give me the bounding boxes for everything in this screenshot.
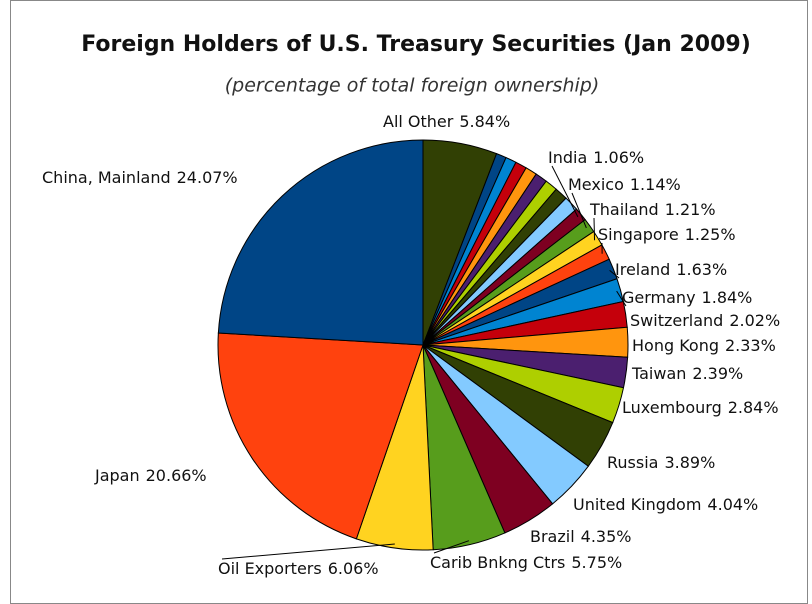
slice-label-value: 2.33%	[725, 336, 776, 355]
slice-label-value: 1.14%	[630, 175, 681, 194]
slice-label-value: 1.25%	[685, 225, 736, 244]
slices	[217, 139, 629, 551]
leader-line	[609, 269, 620, 279]
slice-label: Carib Bnkng Ctrs 5.75%	[430, 553, 622, 572]
chart-title: Foreign Holders of U.S. Treasury Securit…	[81, 32, 751, 57]
slice-label: Russia 3.89%	[607, 453, 715, 472]
slice-label: Japan 20.66%	[94, 466, 207, 485]
leader-line	[593, 217, 596, 241]
slice-label: Luxembourg 2.84%	[622, 398, 779, 417]
slice-label-name: Russia	[607, 453, 658, 472]
slice-label-name: Singapore	[598, 225, 679, 244]
slice-label-name: Switzerland	[630, 311, 723, 330]
slice-label-value: 5.84%	[459, 112, 510, 131]
leader-line	[551, 165, 579, 218]
leader-line	[571, 192, 587, 229]
slice-label-name: United Kingdom	[573, 495, 701, 514]
slice-label-name: Oil Exporters	[218, 559, 322, 578]
slice-label-value: 24.07%	[177, 168, 238, 187]
chart-subtitle: (percentage of total foreign ownership)	[225, 75, 600, 97]
slice-label-name: Thailand	[589, 200, 659, 219]
slice-label-value: 5.75%	[571, 553, 622, 572]
labels: All Other 5.84% India 1.06% Mexico 1.14% Thail…	[42, 112, 780, 578]
slice-label-value: 1.84%	[702, 288, 753, 307]
slice-label: All Other 5.84%	[383, 112, 510, 131]
slice-label-value: 2.39%	[692, 364, 743, 383]
leader-line	[616, 290, 627, 307]
slice-label: Oil Exporters 6.06%	[218, 559, 379, 578]
slice-label-value: 1.63%	[676, 260, 727, 279]
slice-label: Germany 1.84%	[622, 288, 752, 307]
slice-label-name: India	[548, 148, 587, 167]
slice-label-name: Brazil	[530, 527, 575, 546]
slice-label-name: Hong Kong	[632, 336, 719, 355]
slice-label: Taiwan 2.39%	[631, 364, 743, 383]
pie-slice	[217, 332, 424, 540]
slice-label-value: 4.35%	[581, 527, 632, 546]
slice-label-name: Mexico	[568, 175, 624, 194]
leader-line	[221, 543, 395, 560]
slice-label: Hong Kong 2.33%	[632, 336, 776, 355]
slice-label-value: 3.89%	[664, 453, 715, 472]
slice-label-name: Luxembourg	[622, 398, 722, 417]
pie-slice	[217, 139, 424, 346]
slice-label: Brazil 4.35%	[530, 527, 631, 546]
slice-label-name: Carib Bnkng Ctrs	[430, 553, 565, 572]
slice-label: Singapore 1.25%	[598, 225, 736, 244]
slice-label: China, Mainland 24.07%	[42, 168, 238, 187]
slice-label-name: Japan	[94, 466, 140, 485]
slice-label-value: 4.04%	[707, 495, 758, 514]
leader-line	[433, 540, 470, 554]
slice-label-value: 6.06%	[328, 559, 379, 578]
slice-label: India 1.06%	[548, 148, 644, 167]
slice-label-value: 1.21%	[665, 200, 716, 219]
slice-label: Thailand 1.21%	[589, 200, 716, 219]
slice-label-name: Taiwan	[631, 364, 686, 383]
slice-label: Ireland 1.63%	[615, 260, 727, 279]
slice-label: Mexico 1.14%	[568, 175, 681, 194]
slice-label: Switzerland 2.02%	[630, 311, 780, 330]
slice-label-value: 2.84%	[728, 398, 779, 417]
slice-label-name: China, Mainland	[42, 168, 171, 187]
slice-label-value: 20.66%	[146, 466, 207, 485]
slice-label-name: Germany	[622, 288, 696, 307]
slice-label-value: 2.02%	[729, 311, 780, 330]
slice-label-value: 1.06%	[593, 148, 644, 167]
slice-label: United Kingdom 4.04%	[573, 495, 758, 514]
slice-label-name: Ireland	[615, 260, 670, 279]
slice-label-name: All Other	[383, 112, 454, 131]
